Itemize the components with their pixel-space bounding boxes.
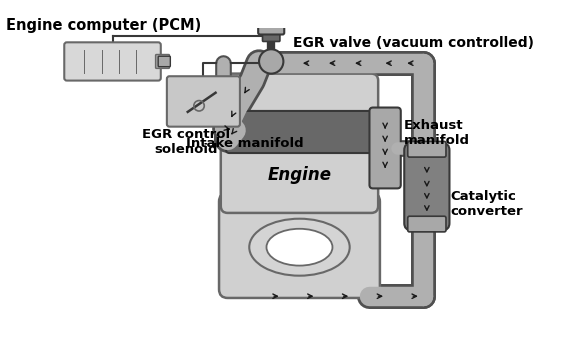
Circle shape (259, 49, 283, 74)
Text: EGR control
solenoid: EGR control solenoid (142, 128, 230, 156)
FancyBboxPatch shape (404, 143, 450, 230)
FancyBboxPatch shape (262, 31, 280, 41)
FancyBboxPatch shape (226, 111, 373, 153)
Text: Catalytic
converter: Catalytic converter (450, 190, 523, 218)
Text: Intake manifold: Intake manifold (187, 137, 304, 150)
Ellipse shape (266, 229, 333, 266)
FancyBboxPatch shape (156, 55, 170, 68)
FancyBboxPatch shape (258, 21, 284, 35)
FancyBboxPatch shape (407, 141, 446, 157)
FancyBboxPatch shape (158, 56, 170, 66)
FancyBboxPatch shape (167, 76, 240, 127)
FancyBboxPatch shape (64, 42, 161, 80)
FancyBboxPatch shape (219, 193, 380, 298)
Ellipse shape (250, 219, 350, 276)
FancyBboxPatch shape (369, 107, 401, 188)
Text: Engine computer (PCM): Engine computer (PCM) (6, 18, 201, 33)
Text: Engine: Engine (268, 166, 332, 184)
Text: Exhaust
manifold: Exhaust manifold (404, 119, 470, 147)
FancyBboxPatch shape (407, 216, 446, 232)
Text: EGR valve (vacuum controlled): EGR valve (vacuum controlled) (293, 36, 534, 50)
FancyBboxPatch shape (221, 74, 378, 213)
